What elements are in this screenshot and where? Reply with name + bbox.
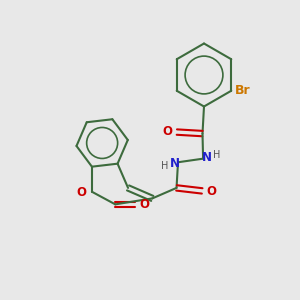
Text: N: N xyxy=(202,151,212,164)
Text: H: H xyxy=(161,161,168,171)
Text: O: O xyxy=(140,198,150,211)
Text: Br: Br xyxy=(235,84,250,97)
Text: O: O xyxy=(207,185,217,198)
Text: O: O xyxy=(76,186,86,199)
Text: H: H xyxy=(213,150,220,160)
Text: N: N xyxy=(169,157,179,170)
Text: O: O xyxy=(162,125,172,138)
